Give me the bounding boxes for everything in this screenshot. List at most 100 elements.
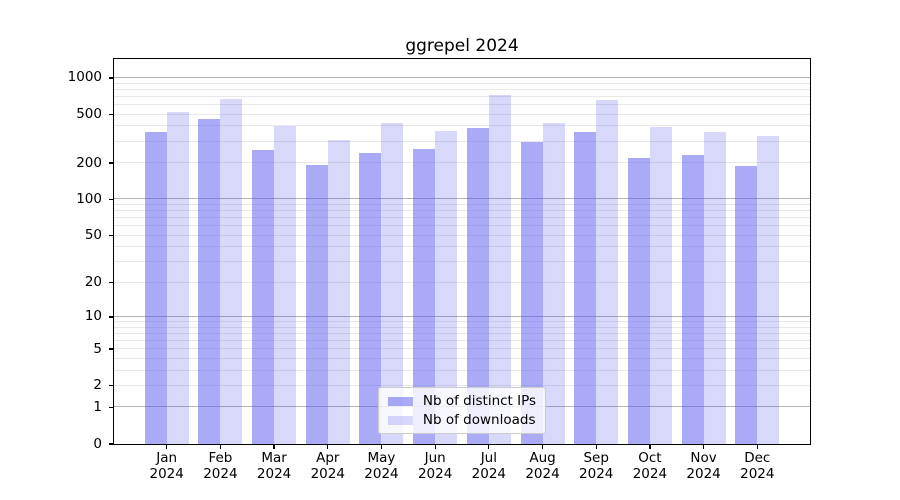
y-tick-label-20: 20 — [84, 274, 102, 291]
y-tick-label-0: 0 — [93, 435, 102, 452]
x-tick-year-oct: 2024 — [632, 466, 668, 482]
gridline-minor-y-90 — [114, 204, 810, 205]
legend-label-distinct-ips: Nb of distinct IPs — [422, 393, 537, 409]
x-tick-month-feb: Feb — [208, 450, 233, 466]
y-tick-1000 — [109, 77, 114, 79]
x-tick-year-aug: 2024 — [525, 466, 560, 482]
gridline-minor-y-20 — [114, 281, 810, 283]
legend: Nb of distinct IPs Nb of downloads — [377, 387, 547, 434]
y-tick-label-500: 500 — [76, 106, 102, 123]
bar-nb-of-downloads-dec — [757, 136, 780, 444]
y-tick-label-1: 1 — [93, 398, 102, 415]
x-tick-may — [380, 444, 383, 449]
x-tick-month-jun: Jun — [424, 450, 446, 466]
x-tick-label-oct: Oct 2024 — [620, 450, 680, 482]
gridline-minor-y-500 — [114, 113, 810, 115]
bar-nb-of-downloads-aug — [542, 123, 565, 444]
x-tick-label-nov: Nov 2024 — [674, 450, 734, 482]
x-tick-year-sep: 2024 — [579, 466, 614, 482]
gridline-minor-y-300 — [114, 140, 810, 142]
y-tick-label-1000: 1000 — [67, 69, 102, 86]
x-tick-feb — [219, 444, 221, 449]
x-tick-year-jul: 2024 — [471, 466, 507, 482]
y-tick-label-10: 10 — [84, 308, 102, 325]
gridline-minor-y-50 — [114, 234, 810, 236]
gridline-major-y-10 — [114, 315, 810, 317]
x-tick-month-oct: Oct — [638, 450, 662, 466]
x-tick-month-dec: Dec — [744, 450, 771, 466]
gridline-minor-y-800 — [114, 88, 810, 90]
x-tick-sep — [595, 444, 597, 449]
y-tick-200 — [109, 162, 114, 164]
gridline-minor-y-8 — [114, 326, 810, 328]
bar-nb-of-downloads-nov — [703, 131, 726, 444]
x-tick-label-dec: Dec 2024 — [727, 450, 787, 482]
bar-nb-of-distinct-ips-jun — [413, 148, 436, 444]
y-tick-20 — [109, 282, 114, 284]
bar-nb-of-downloads-apr — [327, 139, 350, 444]
bar-nb-of-distinct-ips-aug — [520, 141, 543, 444]
x-tick-month-jan: Jan — [156, 450, 178, 466]
bar-nb-of-distinct-ips-nov — [681, 154, 704, 444]
bar-nb-of-downloads-jul — [488, 95, 511, 444]
x-tick-label-apr: Apr 2024 — [298, 450, 358, 482]
y-tick-500 — [109, 114, 114, 116]
x-tick-label-jun: Jun 2024 — [405, 450, 465, 482]
x-tick-dec — [756, 444, 758, 449]
x-tick-label-aug: Aug 2024 — [513, 450, 573, 482]
x-tick-apr — [327, 444, 329, 449]
x-tick-label-feb: Feb 2024 — [190, 450, 250, 482]
x-tick-year-jun: 2024 — [417, 466, 453, 482]
x-tick-label-sep: Sep 2024 — [566, 450, 626, 482]
x-tick-oct — [649, 444, 651, 449]
x-tick-month-may: May — [367, 450, 396, 466]
x-tick-jun — [434, 444, 436, 449]
x-tick-year-jan: 2024 — [149, 466, 184, 482]
y-tick-label-5: 5 — [93, 340, 102, 357]
gridline-minor-y-2 — [114, 384, 810, 386]
bar-nb-of-downloads-mar — [274, 125, 297, 444]
x-tick-label-jan: Jan 2024 — [137, 450, 197, 482]
x-tick-year-may: 2024 — [364, 466, 399, 482]
gridline-minor-y-30 — [114, 261, 810, 263]
x-tick-jul — [488, 444, 490, 449]
x-tick-month-mar: Mar — [261, 450, 287, 466]
gridline-minor-y-70 — [114, 217, 810, 219]
gridline-minor-y-4 — [114, 357, 810, 359]
chart-title: ggrepel 2024 — [405, 36, 519, 56]
x-tick-month-sep: Sep — [583, 450, 609, 466]
plot-area — [114, 59, 810, 444]
legend-swatch-downloads-icon — [387, 415, 413, 425]
gridline-minor-y-600 — [114, 103, 810, 105]
y-tick-1 — [109, 406, 114, 408]
bar-nb-of-distinct-ips-oct — [627, 158, 650, 444]
x-tick-aug — [541, 444, 544, 449]
y-tick-label-2: 2 — [93, 377, 102, 394]
bar-nb-of-downloads-sep — [596, 99, 619, 444]
legend-label-downloads: Nb of downloads — [422, 412, 536, 428]
y-tick-0 — [109, 443, 114, 445]
bar-nb-of-distinct-ips-jul — [466, 127, 489, 444]
x-tick-year-mar: 2024 — [256, 466, 292, 482]
x-tick-month-apr: Apr — [316, 450, 340, 466]
gridline-minor-y-900 — [114, 82, 810, 84]
x-tick-label-mar: Mar 2024 — [244, 450, 304, 482]
bar-nb-of-downloads-may — [381, 122, 404, 444]
bar-nb-of-distinct-ips-feb — [198, 119, 221, 444]
gridline-minor-y-9 — [114, 321, 810, 322]
y-tick-5 — [109, 348, 114, 350]
x-tick-label-jul: Jul 2024 — [459, 450, 519, 482]
gridline-major-y-1000 — [114, 76, 810, 78]
bar-nb-of-distinct-ips-mar — [252, 149, 275, 444]
y-tick-50 — [109, 235, 114, 237]
bar-nb-of-distinct-ips-sep — [574, 132, 597, 444]
legend-item-downloads: Nb of downloads — [387, 412, 536, 428]
gridline-minor-y-80 — [114, 210, 810, 212]
gridline-major-y-100 — [114, 198, 810, 200]
bar-nb-of-distinct-ips-may — [359, 153, 382, 444]
gridline-minor-y-200 — [114, 162, 810, 164]
gridline-minor-y-40 — [114, 246, 810, 248]
legend-swatch-distinct-ips-icon — [387, 396, 413, 406]
x-tick-year-apr: 2024 — [310, 466, 345, 482]
